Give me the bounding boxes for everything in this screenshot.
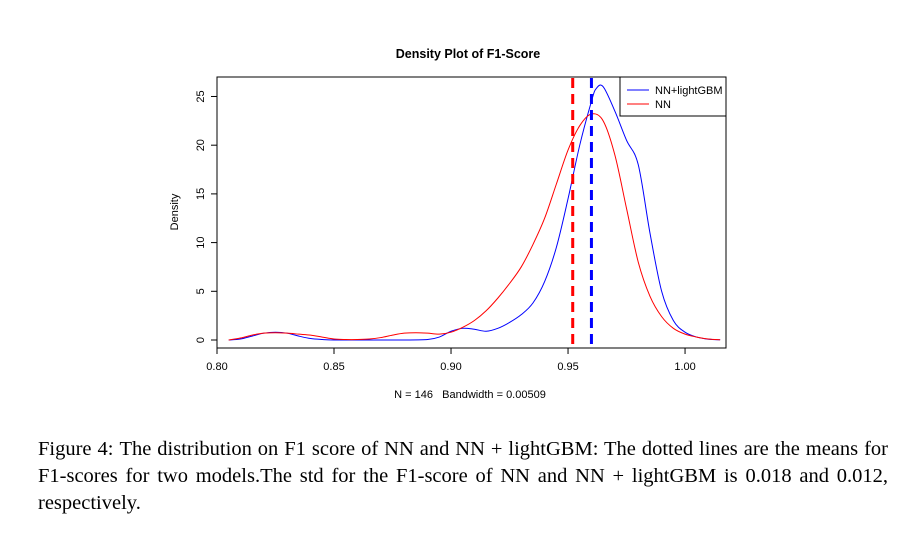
series-layer: [228, 84, 721, 341]
y-tick-label: 5: [195, 288, 207, 294]
y-tick-label: 0: [195, 337, 207, 343]
caption-text: The distribution on F1 score of NN and N…: [38, 438, 889, 514]
x-tick-label: 0.90: [440, 361, 461, 373]
y-axis: 0 5 10 15 20 25: [195, 90, 218, 343]
y-tick-label: 25: [195, 90, 207, 102]
legend-label-nn-lightgbm: NN+lightGBM: [655, 85, 723, 97]
y-tick-label: 15: [195, 188, 207, 200]
caption-label: Figure 4:: [38, 438, 114, 460]
x-tick-label: 0.85: [323, 361, 344, 373]
legend-box: [619, 76, 727, 117]
density-plot: Density Plot of F1-Score 0.80 0.85 0.90 0.9…: [169, 47, 727, 401]
series-line-nn-lightgbm: [228, 84, 721, 341]
plot-frame: [216, 76, 727, 349]
y-tick-label: 10: [195, 236, 207, 248]
mean-lines: [571, 78, 593, 347]
x-axis: 0.80 0.85 0.90 0.95 1.00: [206, 347, 696, 373]
chart-title: Density Plot of F1-Score: [396, 47, 541, 61]
series-line-nn: [228, 113, 721, 341]
figure: Density Plot of F1-Score 0.80 0.85 0.90 0.9…: [169, 47, 727, 401]
figure-caption: Figure 4: The distribution on F1 score of…: [38, 436, 888, 517]
legend: NN+lightGBM NN: [619, 76, 727, 117]
y-tick-label: 20: [195, 139, 207, 151]
x-tick-label: 0.80: [206, 361, 227, 373]
x-tick-label: 1.00: [674, 361, 695, 373]
x-axis-label: N = 146 Bandwidth = 0.00509: [394, 389, 546, 401]
x-tick-label: 0.95: [557, 361, 578, 373]
y-axis-label: Density: [169, 193, 181, 230]
legend-label-nn: NN: [655, 99, 671, 111]
